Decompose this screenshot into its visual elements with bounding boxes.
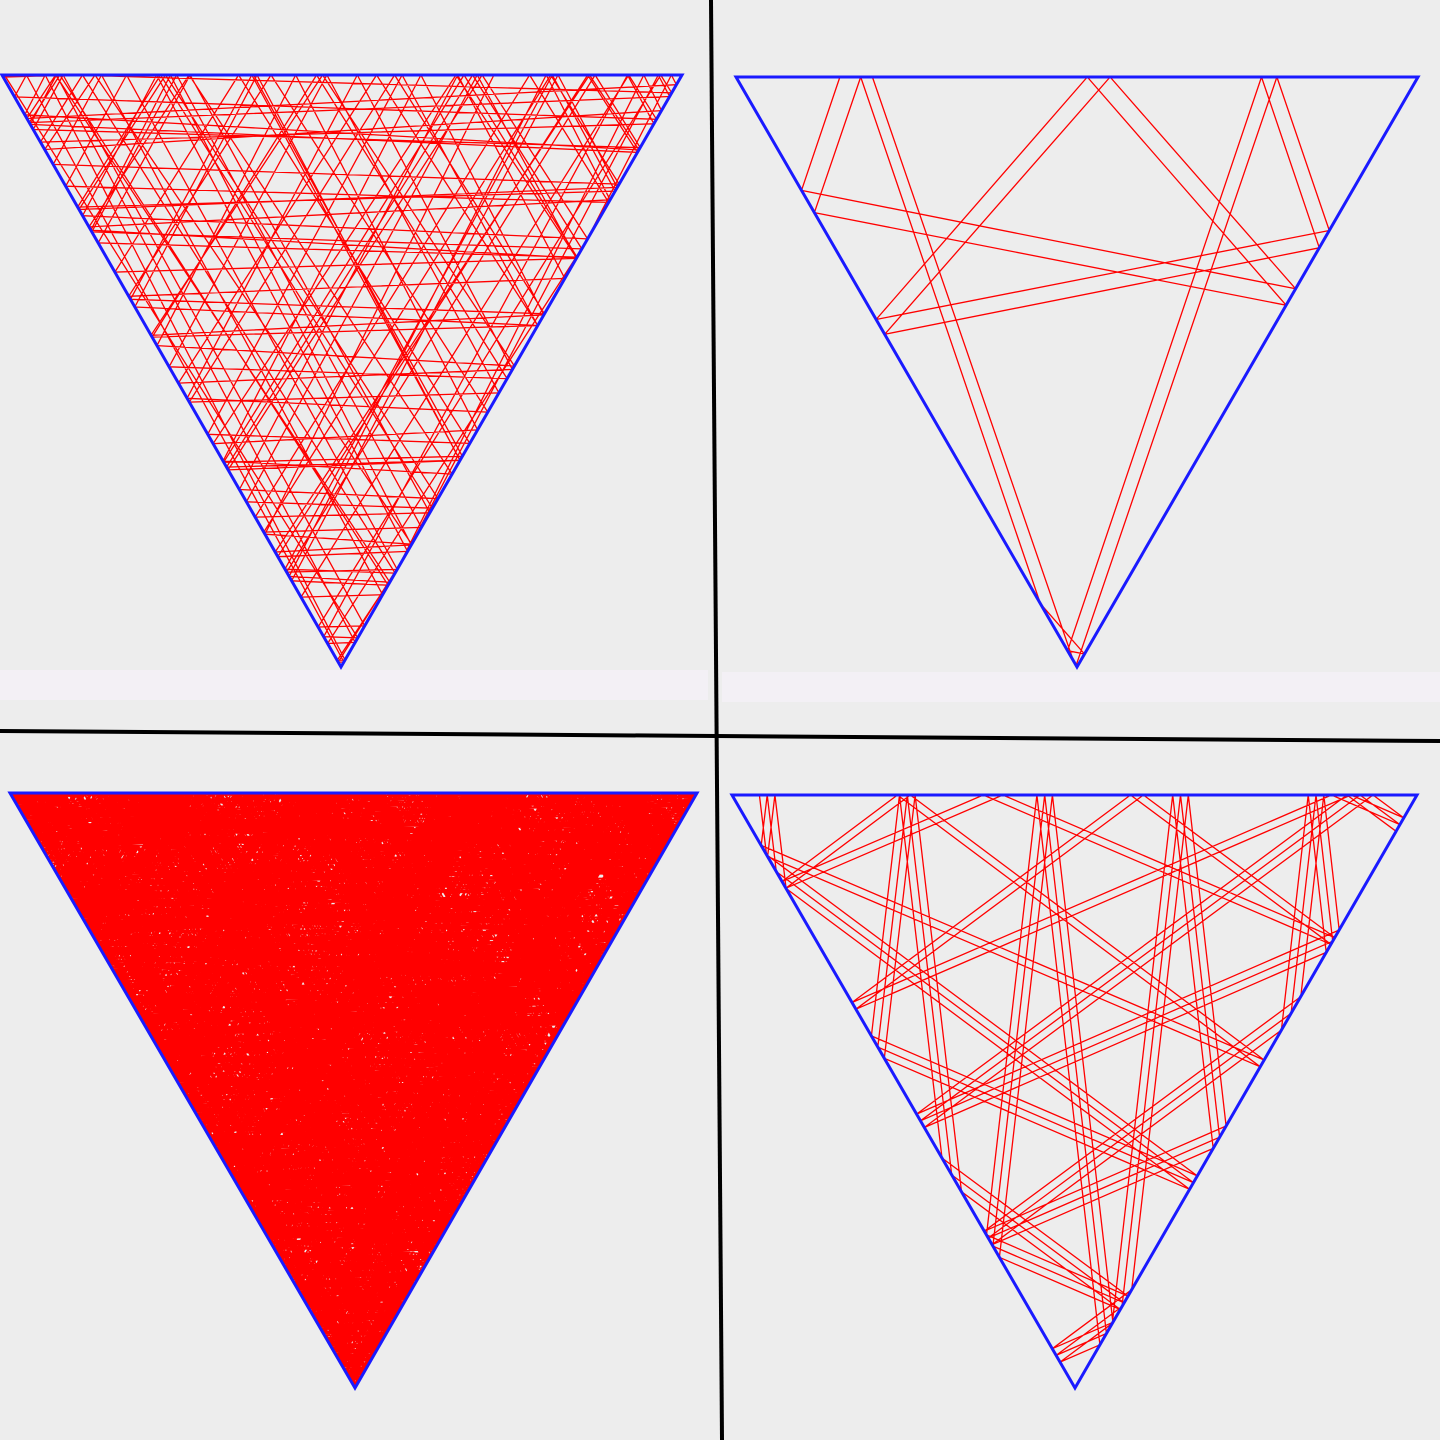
panel-bottom-right bbox=[729, 793, 1420, 1391]
panel-bottom-left bbox=[7, 791, 700, 1392]
panel-gap-strip-right bbox=[722, 672, 1440, 702]
horizontal-divider-left bbox=[0, 729, 717, 738]
vertical-divider bbox=[709, 0, 724, 1440]
triangle-boundary-top-left bbox=[0, 73, 685, 671]
triangle-boundary-bottom-left bbox=[7, 791, 700, 1392]
panel-top-right bbox=[733, 75, 1421, 670]
horizontal-divider-right bbox=[715, 734, 1440, 743]
trajectory-polyline-bottom-left bbox=[10, 792, 698, 1389]
triangle-boundary-bottom-right bbox=[729, 793, 1420, 1391]
billiard-path-bottom-left bbox=[10, 792, 698, 1389]
panel-top-left bbox=[0, 73, 685, 671]
triangle-boundary-top-right bbox=[733, 75, 1421, 670]
panel-gap-strip-left bbox=[0, 670, 708, 700]
